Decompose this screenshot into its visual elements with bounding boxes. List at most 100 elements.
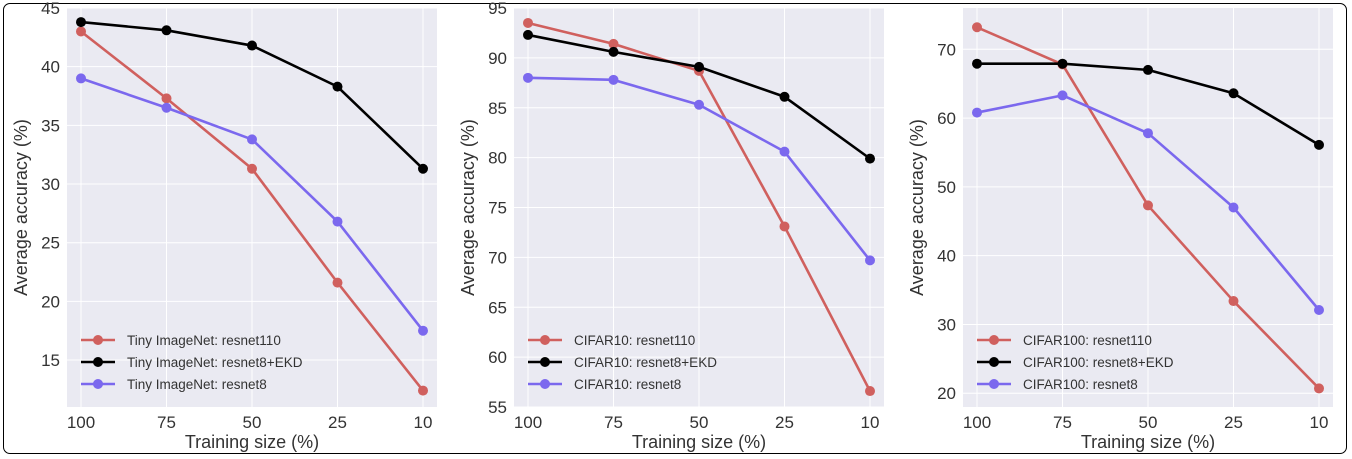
data-point [608, 38, 619, 49]
data-point [418, 325, 428, 336]
x-axis-label: Training size (%) [632, 432, 766, 452]
y-tick-label: 25 [41, 234, 60, 253]
y-tick-label: 30 [937, 315, 956, 334]
legend-swatch-marker [93, 357, 103, 367]
y-tick-label: 75 [488, 199, 507, 218]
series-2 [523, 29, 875, 164]
data-point [1314, 139, 1324, 150]
x-axis-label: Training size (%) [185, 432, 319, 452]
data-point [76, 73, 86, 84]
y-tick-label: 65 [488, 298, 507, 317]
legend-label: CIFAR100: resnet8 [1023, 377, 1138, 392]
data-point [1228, 296, 1239, 307]
legend-label: CIFAR100: resnet110 [1023, 333, 1152, 348]
legend-swatch-marker [540, 379, 550, 389]
legend-swatch-marker [540, 335, 550, 345]
data-point [972, 107, 982, 118]
y-tick-label: 50 [937, 178, 956, 197]
x-tick-label: 50 [690, 413, 709, 432]
legend-label: Tiny ImageNet: resnet8+EKD [127, 355, 303, 370]
data-point [523, 17, 533, 28]
legend-swatch-marker [540, 357, 550, 367]
y-axis-label: Average accuracy (%) [11, 119, 31, 296]
data-point [1314, 383, 1324, 394]
legend-label: CIFAR10: resnet8 [574, 377, 681, 392]
y-axis-label: Average accuracy (%) [907, 119, 927, 296]
data-point [161, 93, 172, 104]
legend-label: CIFAR10: resnet8+EKD [574, 355, 717, 370]
y-tick-label: 35 [41, 116, 60, 135]
y-tick-label: 70 [488, 248, 507, 267]
data-point [161, 25, 172, 36]
y-tick-label: 45 [41, 0, 60, 18]
y-tick-label: 15 [41, 351, 60, 370]
data-point [1228, 202, 1239, 213]
data-point [76, 26, 86, 37]
legend-swatch-marker [989, 379, 999, 389]
data-point [1314, 305, 1324, 316]
x-tick-label: 75 [157, 413, 176, 432]
data-point [608, 46, 619, 57]
y-axis-label: Average accuracy (%) [458, 119, 478, 296]
data-point [1143, 64, 1153, 75]
legend: CIFAR10: resnet110 CIFAR10: resnet8+EKD CI… [528, 333, 717, 392]
data-point [332, 277, 343, 288]
legend-label: CIFAR10: resnet110 [574, 333, 695, 348]
legend-label: Tiny ImageNet: resnet8 [127, 377, 267, 392]
x-tick-label: 75 [604, 413, 623, 432]
legend-swatch-marker [93, 379, 103, 389]
x-tick-label: 100 [67, 413, 95, 432]
data-point [332, 81, 343, 92]
data-point [418, 163, 428, 174]
data-point [865, 386, 875, 397]
data-point [865, 153, 875, 164]
y-tick-label: 40 [41, 58, 60, 77]
legend-label: Tiny ImageNet: resnet110 [127, 333, 281, 348]
series-3 [523, 72, 875, 266]
data-point [779, 221, 790, 232]
y-tick-label: 20 [41, 292, 60, 311]
x-tick-label: 10 [861, 413, 880, 432]
data-point [972, 58, 982, 69]
y-tick-label: 40 [937, 247, 956, 266]
x-tick-label: 100 [963, 413, 991, 432]
data-point [865, 255, 875, 266]
data-point [1057, 90, 1068, 101]
data-point [1143, 128, 1153, 139]
x-tick-label: 10 [1310, 413, 1329, 432]
data-point [972, 22, 982, 33]
series-3 [76, 73, 428, 336]
data-point [418, 385, 428, 396]
series-2 [972, 58, 1324, 150]
x-tick-label: 25 [328, 413, 347, 432]
chart-panel-2: 55 60 65 70 75 80 85 90 95 100 75 50 25 10 Training si… [458, 0, 884, 452]
legend: CIFAR100: resnet110 CIFAR100: resnet8+EKD… [977, 333, 1174, 392]
y-tick-label: 55 [488, 398, 507, 417]
x-tick-label: 25 [1224, 413, 1243, 432]
data-point [523, 72, 533, 83]
data-point [779, 91, 790, 102]
data-point [523, 29, 533, 40]
x-tick-label: 50 [1139, 413, 1158, 432]
data-point [1143, 200, 1153, 211]
data-point [1057, 58, 1068, 69]
y-tick-label: 30 [41, 175, 60, 194]
data-point [779, 146, 790, 157]
series-3 [972, 90, 1324, 316]
figure-frame [3, 3, 1347, 454]
y-tick-label: 60 [488, 348, 507, 367]
y-tick-label: 90 [488, 49, 507, 68]
series-2 [76, 17, 428, 174]
data-point [76, 17, 86, 28]
data-point [161, 102, 172, 113]
data-point [332, 216, 343, 227]
x-tick-label: 25 [775, 413, 794, 432]
data-point [1228, 88, 1239, 99]
y-tick-label: 70 [937, 40, 956, 59]
data-point [247, 134, 257, 145]
series-1 [76, 26, 428, 396]
data-point [247, 163, 257, 174]
legend-label: CIFAR100: resnet8+EKD [1023, 355, 1174, 370]
y-tick-label: 85 [488, 99, 507, 118]
